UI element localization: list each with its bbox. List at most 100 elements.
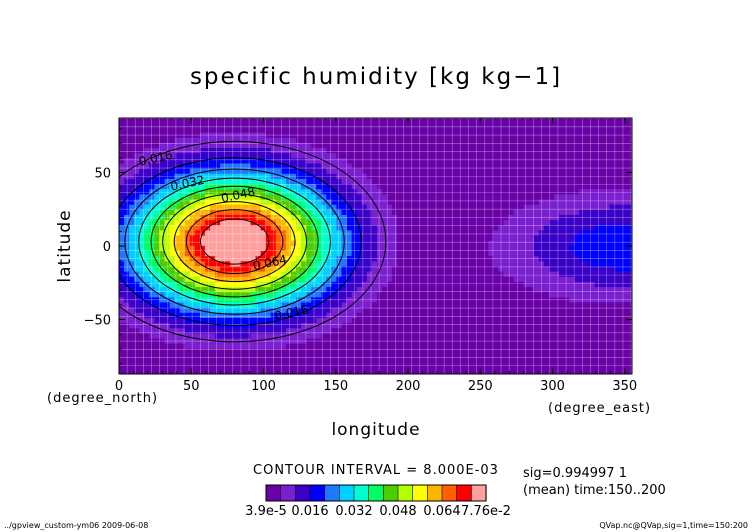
contour-cell — [199, 152, 206, 159]
contour-cell — [513, 188, 520, 195]
contour-cell — [604, 183, 611, 190]
contour-cell — [220, 327, 226, 334]
contour-cell — [265, 368, 272, 374]
contour-cell — [523, 368, 530, 374]
contour-cell — [538, 363, 545, 370]
contour-cell — [280, 250, 287, 257]
contour-cell — [478, 178, 484, 185]
contour-cell — [139, 168, 145, 174]
contour-cell — [265, 178, 272, 185]
contour-cell — [518, 188, 525, 195]
contour-cell — [215, 152, 221, 159]
contour-cell — [478, 162, 484, 169]
contour-cell — [382, 240, 388, 246]
contour-cell — [392, 296, 398, 303]
contour-cell — [215, 178, 221, 185]
contour-cell — [245, 142, 252, 149]
contour-cell — [174, 157, 181, 164]
contour-cell — [498, 245, 504, 252]
contour-cell — [376, 260, 383, 267]
contour-cell — [230, 312, 236, 318]
contour-cell — [397, 281, 403, 288]
contour-cell — [382, 121, 388, 128]
contour-cell — [452, 224, 459, 231]
contour-cell — [356, 137, 363, 143]
contour-cell — [250, 214, 257, 221]
contour-cell — [215, 240, 221, 246]
contour-cell — [376, 157, 383, 164]
contour-cell — [210, 353, 216, 360]
contour-cell — [452, 121, 459, 128]
contour-cell — [194, 126, 201, 133]
contour-cell — [478, 348, 484, 354]
contour-cell — [336, 193, 343, 200]
contour-cell — [437, 126, 444, 133]
contour-cell — [452, 260, 459, 267]
contour-cell — [245, 204, 252, 210]
contour-cell — [210, 271, 216, 277]
contour-cell — [392, 291, 398, 298]
contour-cell — [518, 312, 525, 318]
contour-cell — [569, 265, 575, 272]
contour-cell — [361, 224, 368, 231]
contour-cell — [311, 271, 317, 277]
contour-cell — [199, 368, 206, 374]
contour-cell — [574, 312, 580, 318]
contour-cell — [220, 348, 226, 354]
contour-cell — [139, 337, 145, 344]
contour-cell — [371, 142, 378, 149]
contour-cell — [199, 131, 206, 138]
contour-cell — [336, 307, 343, 313]
contour-cell — [483, 353, 489, 360]
contour-cell — [149, 291, 156, 298]
contour-cell — [483, 276, 489, 282]
contour-cell — [442, 250, 449, 257]
contour-cell — [402, 250, 408, 257]
contour-cell — [260, 281, 267, 288]
contour-cell — [290, 286, 297, 293]
contour-cell — [614, 118, 621, 123]
contour-cell — [220, 245, 226, 252]
contour-cell — [215, 198, 221, 205]
contour-cell — [452, 348, 459, 354]
contour-cell — [422, 312, 429, 318]
contour-cell — [240, 348, 247, 354]
contour-cell — [189, 214, 196, 221]
contour-cell — [306, 126, 312, 133]
contour-cell — [265, 271, 272, 277]
contour-cell — [255, 142, 262, 149]
contour-cell — [513, 118, 520, 123]
contour-cell — [387, 193, 393, 200]
contour-cell — [483, 358, 489, 365]
contour-cell — [417, 240, 424, 246]
contour-cell — [210, 312, 216, 318]
contour-cell — [437, 131, 444, 138]
contour-cell — [594, 157, 601, 164]
contour-cell — [553, 118, 560, 123]
contour-cell — [275, 137, 282, 143]
contour-cell — [483, 126, 489, 133]
contour-cell — [478, 301, 484, 308]
contour-cell — [543, 131, 550, 138]
contour-cell — [159, 214, 166, 221]
contour-cell — [225, 219, 231, 226]
contour-cell — [508, 219, 515, 226]
contour-cell — [579, 255, 585, 262]
contour-cell — [538, 255, 545, 262]
contour-cell — [559, 137, 565, 143]
contour-cell — [538, 327, 545, 334]
contour-cell — [220, 173, 226, 179]
contour-cell — [462, 301, 469, 308]
contour-cell — [336, 118, 343, 123]
contour-cell — [508, 265, 515, 272]
contour-cell — [523, 276, 530, 282]
contour-cell — [204, 126, 211, 133]
contour-cell — [275, 353, 282, 360]
contour-cell — [321, 178, 327, 185]
contour-cell — [250, 147, 257, 154]
contour-cell — [210, 121, 216, 128]
contour-cell — [619, 271, 626, 277]
contour-cell — [265, 193, 272, 200]
contour-cell — [210, 317, 216, 324]
contour-cell — [392, 286, 398, 293]
